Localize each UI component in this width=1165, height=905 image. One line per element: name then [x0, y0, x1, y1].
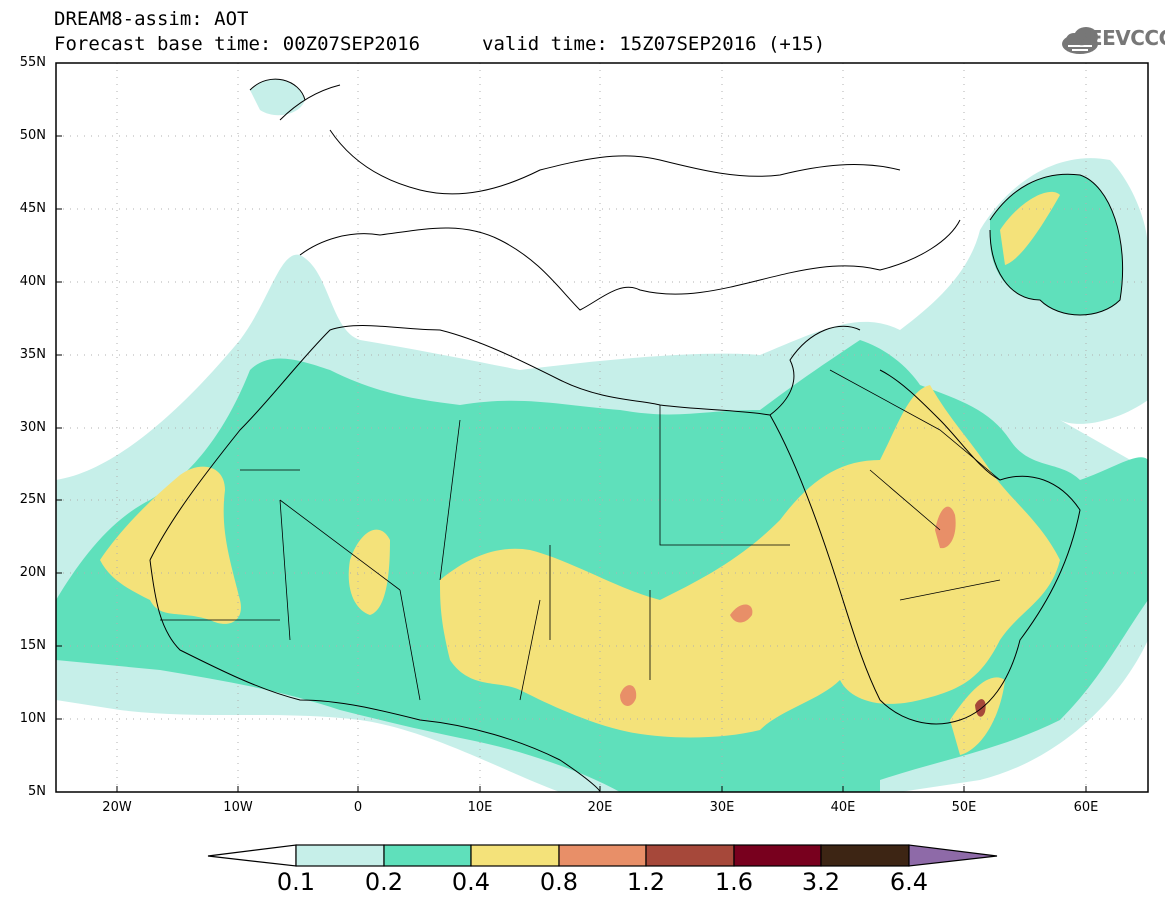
colorbar-segment-above: [908, 844, 998, 867]
lon-label: 50E: [951, 800, 977, 815]
lon-label: 10W: [223, 800, 253, 815]
forecast-base-time: Forecast base time: 00Z07SEP2016: [54, 33, 421, 55]
colorbar-label: 0.1: [276, 868, 316, 896]
colorbar-segment-0.1: [295, 844, 385, 867]
lon-label: 40E: [830, 800, 856, 815]
lon-label: 0: [353, 800, 363, 815]
logo-text: SEEVCCC: [1075, 26, 1165, 50]
aot-band-0.1-north: [250, 79, 305, 116]
colorbar-segment-below: [207, 844, 297, 867]
colorbar-segment-0.2: [383, 844, 472, 867]
aot-band-0.8-sudan: [730, 604, 753, 623]
lat-label: 50N: [19, 128, 46, 143]
lat-label: 15N: [19, 638, 46, 653]
lat-label: 45N: [19, 201, 46, 216]
lat-label: 35N: [19, 347, 46, 362]
lon-label: 60E: [1073, 800, 1099, 815]
axis-ticks: [56, 135, 1087, 792]
colorbar-segment-1.6: [733, 844, 822, 867]
lat-label: 20N: [19, 565, 46, 580]
lon-label: 10E: [467, 800, 493, 815]
aot-band-0.4-central: [440, 385, 1060, 738]
lat-label: 55N: [19, 55, 46, 70]
colorbar-label: 0.4: [451, 868, 491, 896]
colorbar-label: 0.2: [364, 868, 404, 896]
lat-label: 40N: [19, 274, 46, 289]
colorbar-segment-3.2: [820, 844, 910, 867]
colorbar-label: 0.8: [539, 868, 579, 896]
aot-band-0.4-caspian: [1000, 191, 1060, 265]
lon-label: 30E: [709, 800, 735, 815]
lat-lon-grid: [56, 63, 1148, 792]
country-borders: [160, 369, 1001, 701]
colorbar-label: 3.2: [801, 868, 841, 896]
colorbar-label: 6.4: [889, 868, 929, 896]
cloud-logo-icon: [1062, 27, 1098, 54]
lon-label: 20W: [102, 800, 132, 815]
colorbar-label: 1.2: [626, 868, 666, 896]
colorbar: [207, 844, 998, 867]
colorbar-label: 1.6: [714, 868, 754, 896]
aot-band-0.4: [100, 466, 241, 624]
aot-band-0.8-chad: [620, 685, 637, 706]
lat-label: 5N: [28, 784, 46, 799]
lat-label: 10N: [19, 711, 46, 726]
map-title: DREAM8-assim: AOT: [54, 8, 249, 30]
lat-label: 25N: [19, 492, 46, 507]
lat-label: 30N: [19, 420, 46, 435]
colorbar-segment-1.2: [645, 844, 735, 867]
aot-band-0.4-west: [348, 529, 390, 615]
aot-band-1.2: [975, 699, 986, 717]
aot-field: [56, 63, 1148, 792]
colorbar-segment-0.8: [558, 844, 647, 867]
lon-label: 20E: [587, 800, 613, 815]
aot-band-0.8: [935, 506, 956, 549]
colorbar-segment-0.4: [470, 844, 560, 867]
valid-time: valid time: 15Z07SEP2016 (+15): [482, 33, 826, 55]
